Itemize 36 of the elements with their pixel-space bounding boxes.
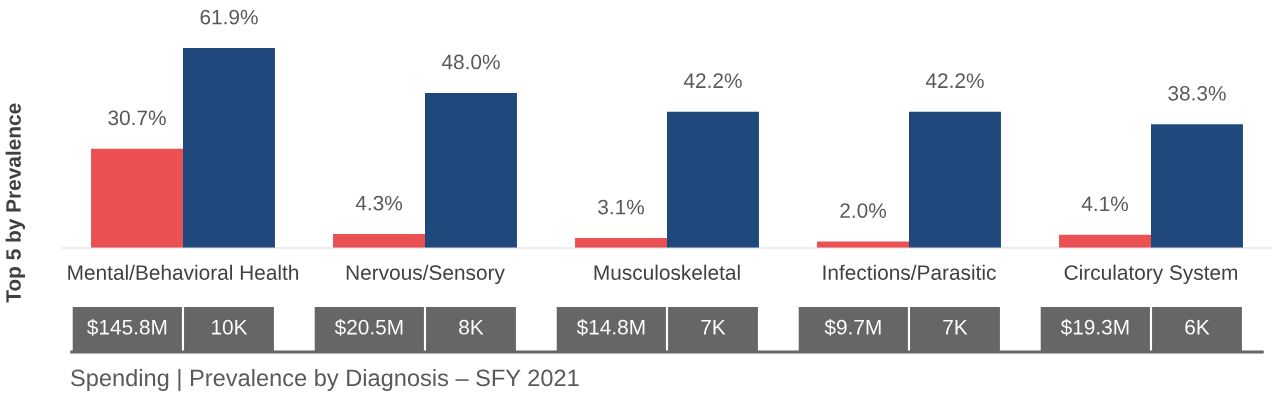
text: 7K [943, 320, 968, 335]
data-label: 48.0% [441, 54, 500, 70]
text: 6K [1185, 319, 1210, 335]
text: Spending | Prevalence by Diagnosis – SFY 2021 [71, 368, 579, 392]
data-label: 2.0% [840, 203, 887, 218]
text: $19.3M [1060, 318, 1129, 336]
text: $9.7M [824, 318, 881, 336]
x-tick-label: Musculoskeletal [594, 264, 740, 280]
data-label: 42.2% [925, 73, 984, 89]
data-label: 3.1% [598, 199, 645, 215]
bar [575, 237, 667, 248]
data-label: 4.3% [355, 195, 403, 211]
x-tick-label: Infections/Parasitic [823, 264, 996, 280]
text: 8K [459, 319, 484, 335]
bar [909, 111, 1001, 248]
bar [183, 48, 275, 248]
data-label: 38.3% [1168, 85, 1226, 101]
bar [1151, 124, 1243, 248]
data-label: 30.7% [108, 110, 166, 126]
data-label: 4.1% [1081, 196, 1129, 212]
y-axis-title: Top 5 by Prevalence [5, 103, 25, 303]
x-tick-label: Nervous/Sensory [346, 264, 505, 285]
x-tick-label: Mental/Behavioral Health [68, 264, 299, 280]
text: $145.8M [87, 318, 167, 336]
bar [667, 111, 759, 248]
bar [425, 92, 517, 248]
text: $14.8M [576, 318, 645, 336]
data-label: 42.2% [683, 73, 742, 89]
text: 10K [212, 319, 248, 335]
text: $20.5M [334, 318, 403, 336]
data-label: 61.9% [200, 9, 258, 25]
text: 7K [701, 320, 726, 335]
bar [1059, 234, 1151, 248]
bar [333, 234, 425, 248]
bar [91, 148, 183, 248]
x-tick-label: Circulatory System [1064, 264, 1238, 285]
